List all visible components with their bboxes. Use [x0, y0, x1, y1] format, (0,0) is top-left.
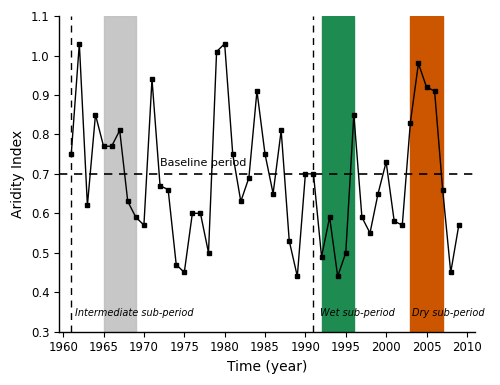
Bar — [322, 16, 354, 331]
Text: Wet sub-period: Wet sub-period — [320, 308, 395, 318]
Bar — [104, 16, 136, 331]
Text: Intermediate sub-period: Intermediate sub-period — [76, 308, 194, 318]
Text: Dry sub-period: Dry sub-period — [412, 308, 484, 318]
X-axis label: Time (year): Time (year) — [227, 360, 307, 374]
Text: Baseline period: Baseline period — [160, 158, 246, 168]
Y-axis label: Aridity Index: Aridity Index — [11, 130, 25, 218]
Bar — [410, 16, 442, 331]
